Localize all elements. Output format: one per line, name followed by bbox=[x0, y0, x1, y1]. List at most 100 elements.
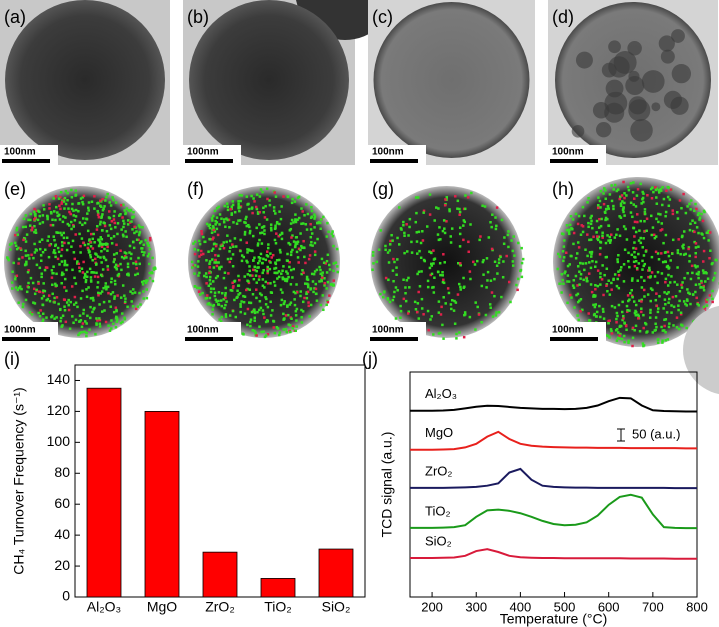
eds-dot bbox=[603, 187, 606, 190]
eds-dot bbox=[95, 228, 99, 231]
eds-dot bbox=[575, 293, 578, 297]
eds-dot bbox=[262, 206, 265, 210]
eds-dot bbox=[109, 292, 113, 296]
eds-dot bbox=[242, 294, 245, 298]
eds-dot bbox=[213, 261, 216, 264]
eds-dot bbox=[604, 189, 607, 192]
eds-dot bbox=[96, 286, 99, 289]
eds-dot bbox=[136, 305, 140, 308]
eds-dot bbox=[85, 288, 88, 291]
eds-dot bbox=[197, 260, 200, 263]
eds-dot bbox=[33, 302, 37, 305]
eds-dot bbox=[294, 241, 298, 244]
eds-dot bbox=[63, 286, 66, 289]
eds-dot bbox=[192, 264, 196, 268]
eds-dot bbox=[576, 241, 580, 244]
eds-dot bbox=[261, 278, 265, 281]
eds-dot bbox=[585, 277, 588, 280]
grain bbox=[595, 122, 612, 138]
eds-dot bbox=[689, 277, 693, 281]
eds-dot bbox=[322, 308, 325, 312]
eds-dot bbox=[81, 289, 84, 293]
eds-dot bbox=[587, 272, 591, 275]
eds-dot bbox=[402, 223, 405, 227]
eds-dot bbox=[17, 262, 20, 265]
eds-dot bbox=[428, 213, 432, 216]
eds-dot bbox=[196, 286, 199, 290]
eds-dot bbox=[231, 286, 235, 289]
eds-dot bbox=[99, 205, 103, 208]
eds-dot bbox=[294, 218, 297, 221]
eds-dot bbox=[619, 332, 622, 336]
eds-dot bbox=[108, 224, 112, 227]
eds-dot bbox=[57, 302, 60, 306]
eds-dot bbox=[39, 309, 42, 312]
eds-dot bbox=[38, 210, 41, 214]
eds-dot bbox=[619, 324, 623, 328]
eds-dot bbox=[693, 264, 697, 267]
eds-dot bbox=[266, 250, 269, 253]
eds-dot bbox=[489, 279, 493, 282]
eds-dot bbox=[691, 219, 694, 222]
eds-dot bbox=[247, 280, 250, 283]
eds-dot bbox=[623, 340, 626, 344]
eds-dot bbox=[402, 220, 405, 224]
eds-dot bbox=[332, 283, 335, 286]
series-line bbox=[410, 548, 697, 560]
eds-dot bbox=[106, 265, 109, 268]
eds-dot bbox=[274, 226, 277, 230]
eds-dot bbox=[630, 253, 634, 257]
eds-dot bbox=[53, 238, 56, 242]
eds-dot bbox=[110, 277, 113, 280]
eds-dot bbox=[622, 314, 625, 318]
eds-dot bbox=[415, 240, 419, 243]
eds-dot bbox=[119, 262, 122, 266]
eds-dot bbox=[197, 274, 200, 277]
eds-dot bbox=[273, 267, 276, 270]
eds-dot bbox=[613, 183, 617, 187]
eds-dot bbox=[123, 294, 126, 297]
eds-particle bbox=[370, 186, 523, 338]
eds-dot bbox=[430, 251, 433, 255]
eds-dot bbox=[30, 228, 34, 232]
eds-dot bbox=[279, 251, 282, 254]
eds-dot bbox=[489, 306, 492, 310]
eds-dot bbox=[442, 253, 445, 256]
eds-dot bbox=[561, 278, 564, 282]
eds-dot bbox=[103, 247, 106, 251]
eds-dot bbox=[396, 289, 399, 292]
eds-dot bbox=[635, 194, 639, 197]
eds-dot bbox=[649, 187, 653, 191]
eds-dot bbox=[408, 217, 412, 221]
eds-dot bbox=[248, 231, 252, 235]
eds-dot bbox=[430, 264, 434, 267]
eds-dot bbox=[281, 277, 285, 281]
eds-dot bbox=[70, 196, 74, 199]
eds-dot bbox=[462, 335, 466, 339]
eds-dot bbox=[618, 234, 622, 238]
eds-dot bbox=[62, 215, 65, 218]
eds-dot bbox=[228, 314, 232, 317]
eds-dot bbox=[224, 315, 228, 318]
eds-dot bbox=[245, 195, 249, 198]
eds-dot bbox=[226, 218, 229, 222]
eds-dot bbox=[702, 249, 706, 253]
eds-dot bbox=[616, 314, 619, 318]
eds-dot bbox=[274, 212, 277, 215]
eds-dot bbox=[264, 258, 268, 262]
eds-dot bbox=[384, 244, 387, 248]
eds-dot bbox=[66, 191, 69, 195]
eds-dot bbox=[598, 217, 601, 221]
eds-dot bbox=[303, 246, 306, 250]
eds-dot bbox=[441, 229, 445, 233]
eds-dot bbox=[323, 284, 326, 287]
eds-dot bbox=[105, 288, 108, 291]
eds-dot bbox=[676, 283, 679, 286]
eds-dot bbox=[458, 262, 462, 265]
eds-dot bbox=[588, 261, 591, 264]
eds-dot bbox=[336, 270, 339, 274]
eds-dot bbox=[243, 312, 247, 315]
eds-dot bbox=[208, 226, 212, 230]
eds-dot bbox=[99, 292, 102, 295]
eds-dot bbox=[72, 214, 75, 217]
